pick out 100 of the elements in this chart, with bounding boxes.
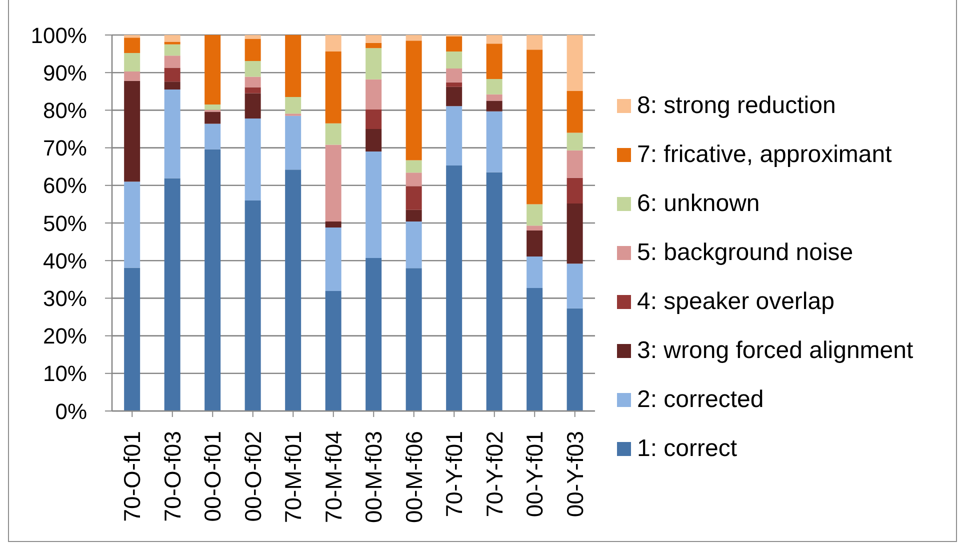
bar xyxy=(124,38,140,54)
bar xyxy=(406,35,422,41)
bar xyxy=(164,35,180,42)
x-tick-label: 70-Y-f01 xyxy=(441,431,468,518)
bar xyxy=(406,210,422,222)
bar xyxy=(366,152,382,258)
bar xyxy=(244,35,261,39)
y-tick-label: 30% xyxy=(42,286,87,312)
bar xyxy=(204,112,221,124)
x-tick-label: 00-Y-f03 xyxy=(562,431,588,518)
bar xyxy=(446,106,462,166)
bar xyxy=(204,124,221,150)
y-tick-label: 20% xyxy=(42,324,87,349)
x-tick-label: 00-M-f06 xyxy=(400,431,427,524)
bar xyxy=(446,165,462,411)
bar xyxy=(204,35,221,105)
bar xyxy=(566,132,583,150)
bar xyxy=(526,204,543,226)
bar xyxy=(244,118,261,200)
bar xyxy=(366,79,382,110)
bar xyxy=(526,256,543,288)
bar xyxy=(164,82,180,90)
bar xyxy=(566,178,583,204)
bar xyxy=(124,53,140,72)
y-tick-label: 90% xyxy=(42,60,87,86)
bar xyxy=(366,35,382,43)
bar xyxy=(325,52,342,124)
bar xyxy=(526,288,543,411)
bar xyxy=(406,40,422,160)
bar xyxy=(325,228,342,292)
bar xyxy=(526,35,543,50)
x-tick-label: 70-Y-f02 xyxy=(481,431,508,518)
bar xyxy=(566,308,583,411)
legend-label: 7: fricative, approximant xyxy=(637,140,892,168)
y-tick-label: 40% xyxy=(42,248,87,274)
bar xyxy=(446,68,462,82)
bar xyxy=(285,116,302,170)
x-tick-label: 70-M-f04 xyxy=(320,430,346,524)
x-tick-label: 00-O-f01 xyxy=(200,431,226,522)
legend-label: 5: background noise xyxy=(637,238,854,266)
y-tick-label: 50% xyxy=(42,210,87,236)
bar xyxy=(446,82,462,87)
bar xyxy=(366,129,382,152)
bar xyxy=(566,203,583,264)
legend-label: 8: strong reduction xyxy=(637,92,836,120)
bar xyxy=(325,123,342,145)
y-tick-label: 10% xyxy=(42,361,87,386)
bar xyxy=(446,86,462,106)
bar xyxy=(486,100,502,112)
legend-label: 3: wrong forced alignment xyxy=(637,336,914,364)
bar xyxy=(406,172,422,186)
bar xyxy=(164,90,180,178)
bar xyxy=(446,52,462,68)
x-tick-label: 00-M-f03 xyxy=(360,431,387,524)
bar xyxy=(204,149,221,411)
bar xyxy=(325,221,342,228)
bar xyxy=(486,111,502,172)
bar xyxy=(566,91,583,133)
bar xyxy=(285,170,302,411)
bar xyxy=(244,93,261,118)
bar xyxy=(164,42,180,44)
x-tick-label: 00-O-f02 xyxy=(240,431,266,522)
bar xyxy=(164,56,180,68)
bar xyxy=(124,35,140,38)
bar xyxy=(366,109,382,129)
bar xyxy=(486,35,502,44)
bar xyxy=(124,182,140,268)
y-tick-label: 70% xyxy=(42,136,87,161)
bar xyxy=(406,186,422,210)
y-tick-label: 100% xyxy=(30,22,87,48)
bar xyxy=(204,104,221,110)
bar xyxy=(406,268,422,411)
bar xyxy=(366,42,382,48)
x-tick-label: 70-O-f03 xyxy=(159,431,186,522)
bar xyxy=(446,36,462,52)
legend-label: 2: corrected xyxy=(637,386,764,414)
bar xyxy=(124,80,140,182)
legend-label: 1: correct xyxy=(637,434,738,462)
bar xyxy=(164,44,180,56)
bar xyxy=(164,178,180,411)
bar xyxy=(566,264,583,308)
bar xyxy=(406,221,422,268)
x-tick-label: 00-Y-f01 xyxy=(522,431,548,518)
bar xyxy=(325,35,342,52)
bar xyxy=(244,76,261,88)
y-tick-label: 60% xyxy=(42,173,87,198)
bar xyxy=(366,48,382,80)
x-tick-label: 70-M-f01 xyxy=(280,431,306,524)
bar xyxy=(244,200,261,411)
x-tick-label: 70-O-f01 xyxy=(119,431,146,522)
bar xyxy=(566,150,583,178)
bar xyxy=(325,144,342,222)
bar xyxy=(164,68,180,82)
bar xyxy=(486,94,502,101)
bar xyxy=(486,44,502,79)
y-tick-label: 80% xyxy=(42,98,87,124)
bar xyxy=(526,226,543,231)
bar xyxy=(526,50,543,204)
bar xyxy=(244,87,261,94)
y-tick-label: 0% xyxy=(55,398,87,424)
